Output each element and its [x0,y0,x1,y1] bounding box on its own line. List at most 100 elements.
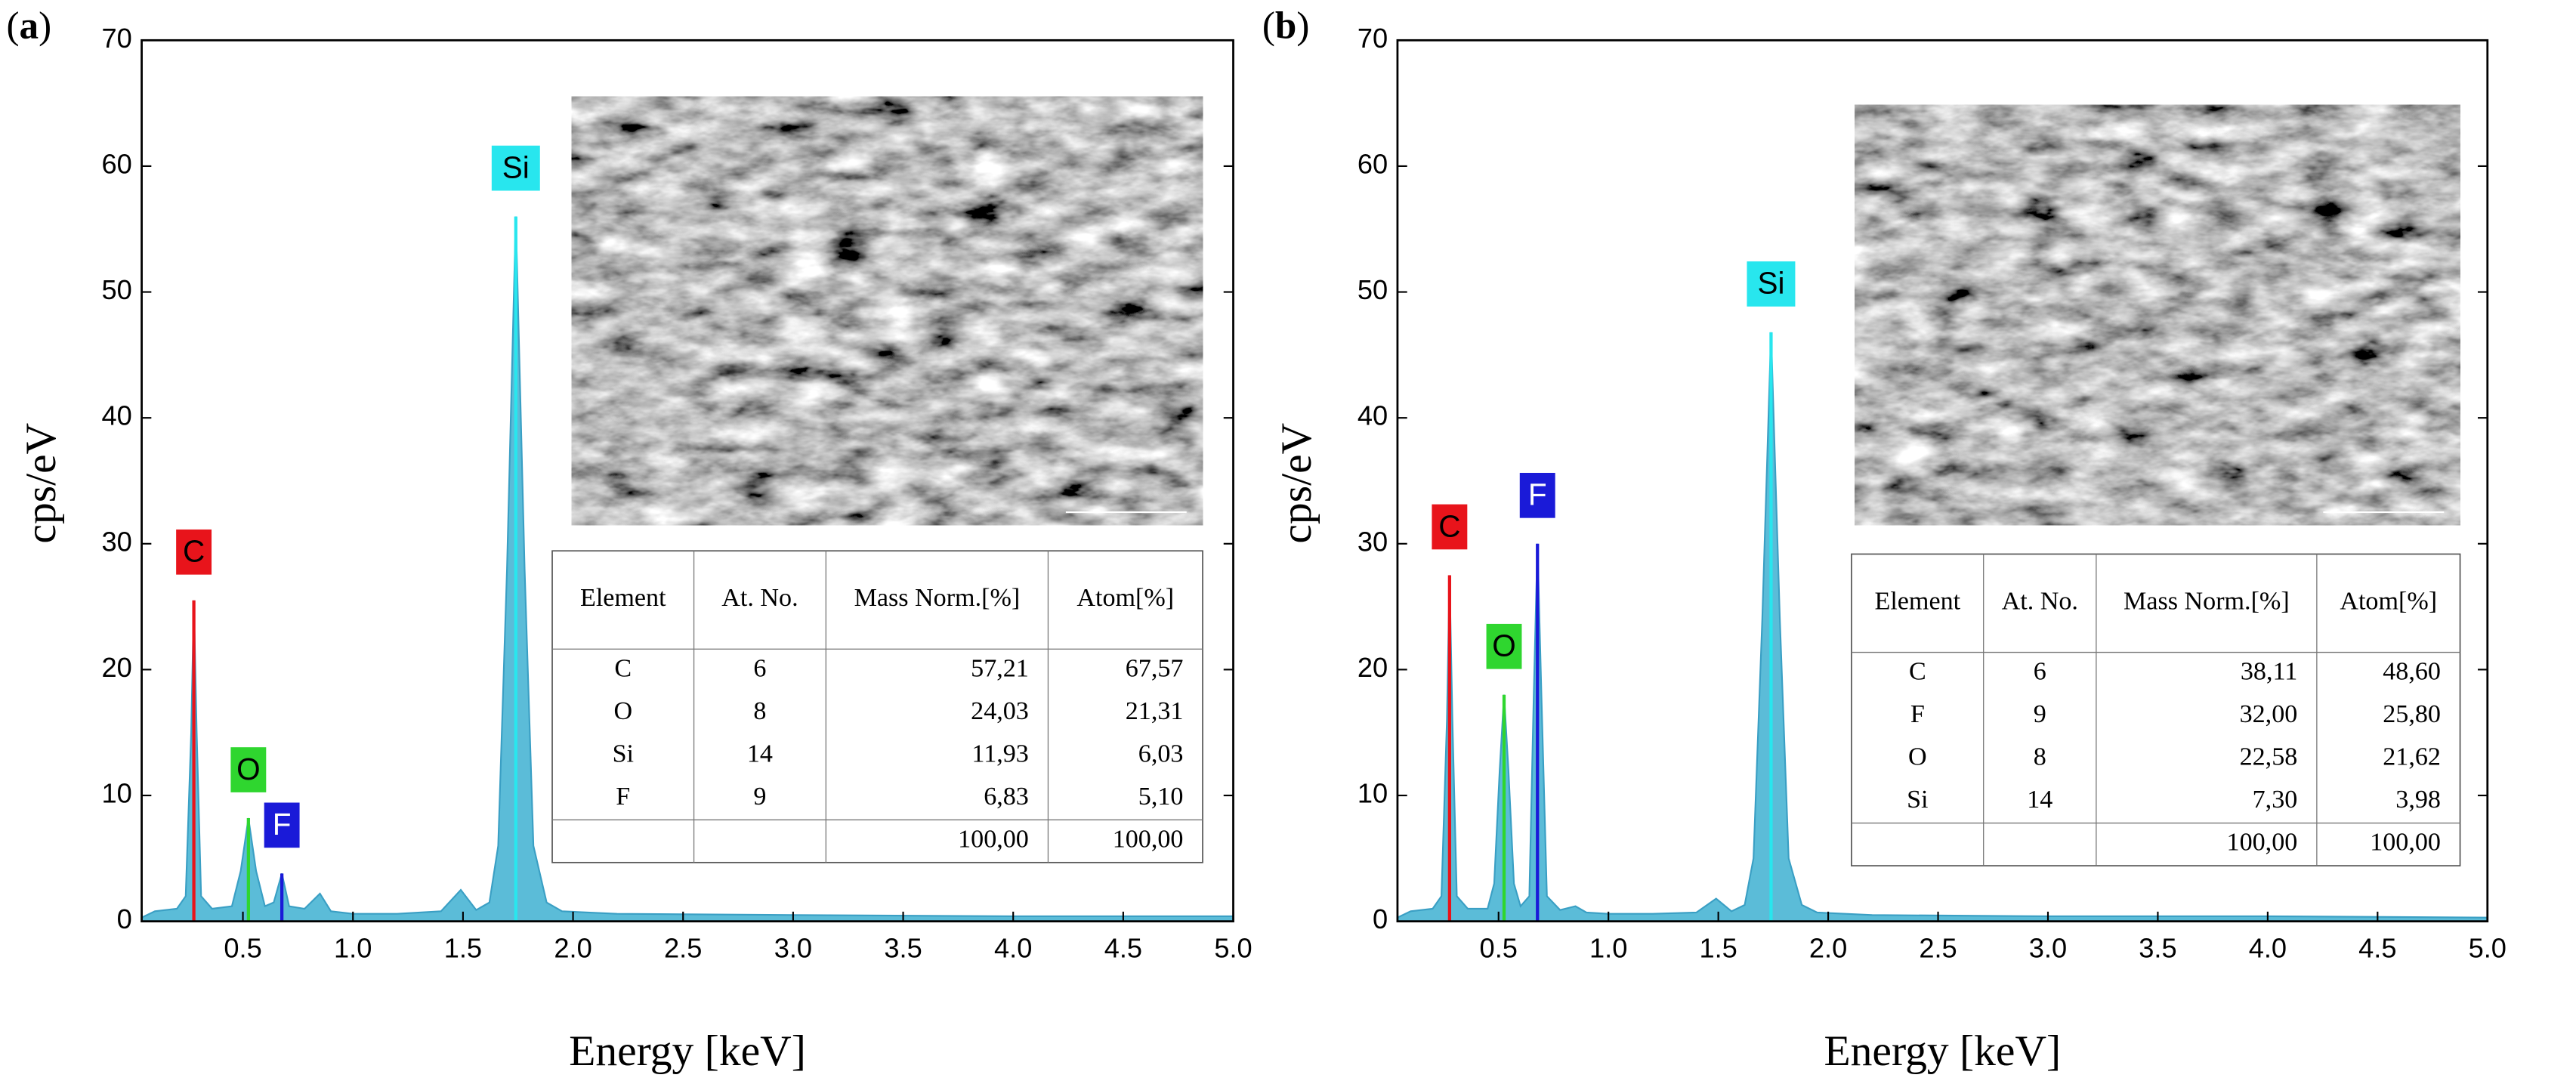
x-tick-label: 3.5 [2139,933,2176,964]
element-label: O [236,752,261,786]
element-label-box [1519,472,1555,518]
table-cell: F [1910,700,1925,728]
element-label: Si [502,150,530,184]
element-label-box [1747,261,1796,307]
table-cell: 9 [2034,700,2046,728]
table-header: Atom[%] [2340,587,2437,615]
element-label-box [176,529,212,575]
x-tick-label: 1.5 [444,933,482,964]
table-cell: 24,03 [971,697,1029,725]
x-tick-label: 2.5 [664,933,702,964]
x-tick-label: 1.0 [1589,933,1627,964]
table-cell: 7,30 [2253,786,2298,814]
table-cell: 57,21 [971,654,1029,682]
plot-frame [1396,39,2489,923]
table-cell: C [614,654,632,682]
y-tick-label: 10 [101,778,131,809]
y-tick-label: 30 [1357,526,1388,557]
table-cell: 14 [2027,786,2052,814]
x-tick-label: 0.5 [224,933,261,964]
table-cell: 48,60 [2383,658,2441,686]
y-tick-label: 0 [1373,903,1388,934]
table-cell: 21,31 [1126,697,1184,725]
table-cell: 25,80 [2383,700,2441,728]
y-tick-label: 30 [101,526,131,557]
element-label: O [1492,628,1516,663]
x-axis-title: Energy [keV] [569,1027,806,1075]
table-total: 100,00 [1113,825,1184,853]
panel-label: (a) [7,4,52,47]
table-total: 100,00 [2227,829,2298,857]
y-axis-title: cps/eV [17,423,65,544]
x-tick-label: 1.5 [1699,933,1737,964]
x-tick-label: 0.5 [1480,933,1518,964]
element-label: C [1438,508,1460,543]
table-cell: 6 [753,654,766,682]
table-total: 100,00 [2370,829,2441,857]
y-tick-label: 50 [1357,274,1388,305]
element-label-box [1486,623,1522,669]
y-tick-label: 20 [1357,652,1388,683]
table-cell: 11,93 [971,740,1028,767]
element-label-box [491,145,540,191]
x-tick-label: 5.0 [1214,933,1252,964]
table-cell: 3,98 [2395,786,2441,814]
table-cell: Si [1907,786,1928,814]
table-cell: 21,62 [2383,743,2441,771]
table-cell: 6,83 [984,783,1029,811]
x-tick-label: 1.0 [334,933,372,964]
table-cell: 22,58 [2240,743,2298,771]
x-tick-label: 2.0 [554,933,591,964]
table-total: 100,00 [958,825,1029,853]
table-cell: 6,03 [1138,740,1184,767]
sem-image [571,96,1203,526]
x-tick-label: 4.0 [2249,933,2287,964]
x-tick-label: 4.0 [994,933,1032,964]
table-cell: 6 [2034,658,2046,686]
x-tick-label: 4.5 [1104,933,1142,964]
y-tick-label: 20 [101,652,131,683]
element-label: F [273,807,292,842]
y-axis-title: cps/eV [1273,423,1320,544]
x-tick-label: 5.0 [2469,933,2507,964]
panel-label: (b) [1262,4,1310,47]
y-tick-label: 60 [1357,148,1388,179]
table-cell: 9 [753,783,766,811]
y-tick-label: 60 [101,148,131,179]
x-tick-label: 3.0 [774,933,812,964]
element-label: Si [1757,266,1784,301]
y-tick-label: 0 [117,903,132,934]
table-cell: 67,57 [1126,654,1184,682]
table-cell: O [613,697,632,725]
y-tick-label: 40 [1357,400,1388,431]
x-tick-label: 4.5 [2358,933,2396,964]
table-frame [1851,553,2461,866]
table-cell: 32,00 [2240,700,2298,728]
table-cell: 8 [2034,743,2046,771]
x-tick-label: 3.0 [2029,933,2067,964]
y-tick-label: 70 [1357,23,1388,54]
element-label: F [1528,477,1547,512]
element-label-box [230,747,267,792]
table-cell: O [1908,743,1927,771]
table-cell: 8 [753,697,766,725]
table-header: Element [580,584,666,612]
table-cell: C [1909,658,1926,686]
x-tick-label: 3.5 [884,933,922,964]
y-tick-label: 10 [1357,778,1388,809]
table-header: At. No. [2002,587,2078,615]
table-cell: 5,10 [1138,783,1184,811]
x-tick-label: 2.0 [1809,933,1847,964]
table-cell: F [616,783,630,811]
table-header: At. No. [721,584,798,612]
y-tick-label: 40 [101,400,131,431]
spectrum-area [1396,332,2488,922]
y-tick-label: 50 [101,274,131,305]
table-frame [551,550,1203,863]
element-label: C [183,534,205,569]
element-label-box [264,802,300,848]
element-label-box [1432,504,1468,550]
y-tick-label: 70 [101,23,131,54]
